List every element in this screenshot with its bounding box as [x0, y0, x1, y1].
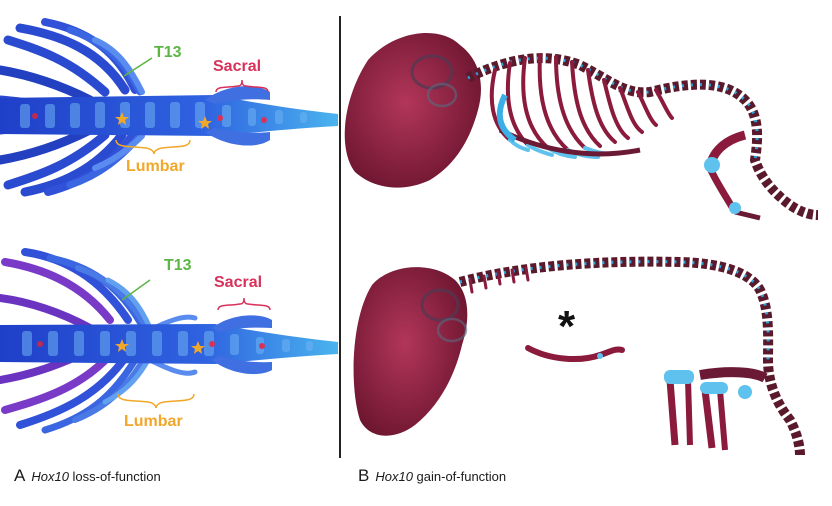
panel-a-bottom-t13-label: T13 [164, 257, 192, 274]
panel-a-bottom-pelvic-wings [212, 315, 272, 375]
panel-a-bottom-annotations [117, 279, 271, 409]
panel-a-top-annotations [115, 57, 269, 155]
panel-b-bottom-skeleton [353, 256, 805, 456]
panel-a-bottom-lumbar-label: Lumbar [124, 413, 183, 430]
panel-a-bottom-vertebrae [22, 331, 313, 356]
panel-a-top-t13-label: T13 [154, 44, 182, 61]
panel-b-top-hindlimb [704, 130, 761, 221]
panel-b-bottom-skull [353, 267, 468, 436]
panel-a-top-lumbar-label: Lumbar [126, 158, 185, 175]
panel-a-letter: A [14, 466, 26, 485]
panel-b-gene: Hox10 [375, 469, 413, 484]
panel-b-top-forelimb [496, 93, 517, 143]
panel-b-bottom-forelimb [664, 370, 694, 446]
panel-b-letter: B [358, 466, 370, 485]
panel-b-top-skull [344, 33, 481, 188]
panel-b-top-skeleton [344, 33, 819, 221]
panel-b-asterisk: * [558, 302, 576, 351]
panel-a-bottom-ribs [0, 248, 198, 434]
panel-b-caption-text: gain-of-function [412, 469, 507, 484]
panel-b-bottom-hindlimb [699, 367, 768, 451]
panel-a-caption-text: loss-of-function [68, 469, 161, 484]
panel-a-bottom-vertebral-column [0, 324, 338, 364]
panel-a-bottom-markers [37, 339, 265, 354]
panel-b-bottom-vertebral-column [458, 256, 805, 456]
panel-b-bottom-short-ribs [468, 266, 530, 294]
panel-b-caption: B Hox10 gain-of-function [358, 466, 506, 486]
panel-a-top-sacral-label: Sacral [213, 58, 262, 75]
panel-a-gene: Hox10 [31, 469, 69, 484]
panel-b-top-ribs [489, 54, 674, 152]
panel-a-bottom-sacral-label: Sacral [214, 274, 263, 291]
panel-a-top-markers [32, 112, 267, 129]
panel-a-top-skeleton [0, 18, 338, 197]
panel-a-caption: A Hox10 loss-of-function [14, 466, 161, 486]
panel-a-top-pelvic-wings [205, 86, 270, 146]
panel-a-bottom-skeleton [0, 248, 338, 434]
